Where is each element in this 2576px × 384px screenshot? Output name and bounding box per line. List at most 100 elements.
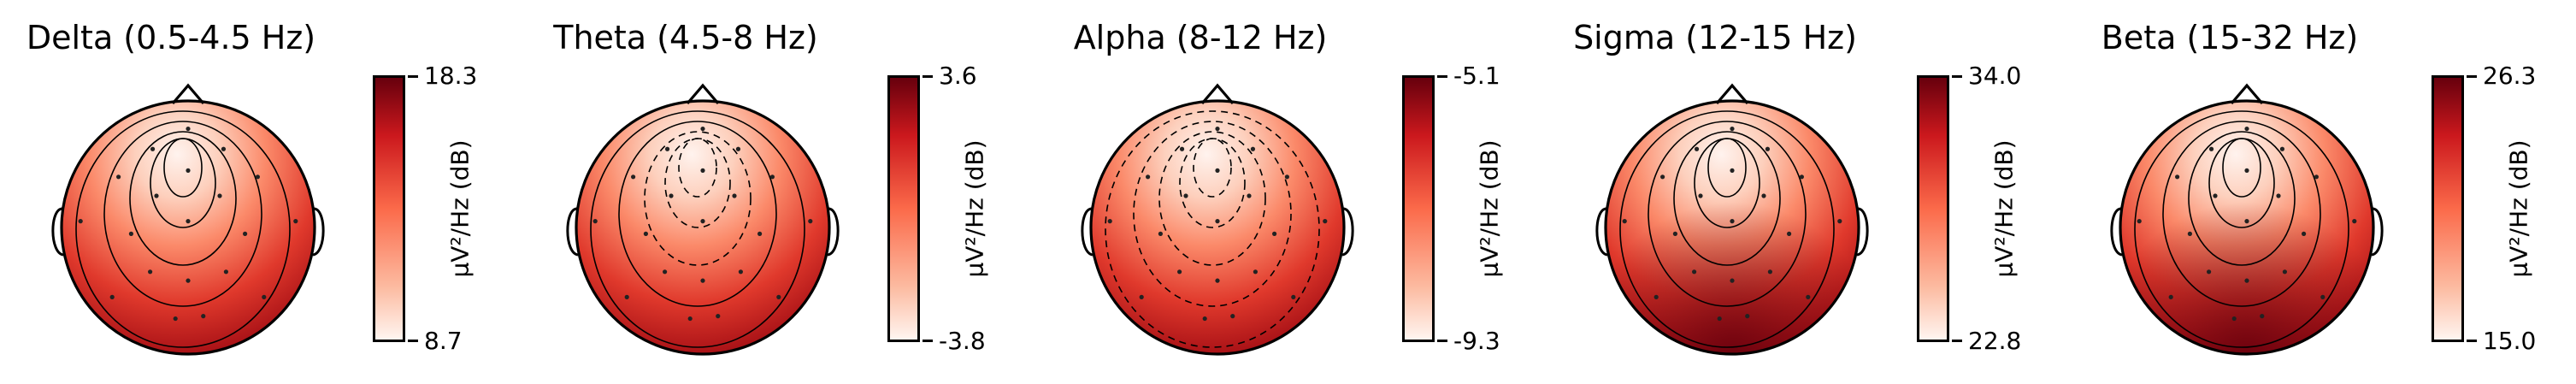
- sensor-dot: [2168, 294, 2173, 299]
- colorbar-min-label: 22.8: [1968, 327, 2022, 355]
- sensor-dot: [1660, 174, 1665, 180]
- sensor-dot: [1837, 219, 1842, 224]
- contour-line: [1133, 121, 1292, 307]
- topomap-alpha: [1081, 83, 1354, 356]
- contour-line: [2134, 110, 2349, 348]
- sensor-dot: [116, 174, 121, 180]
- panel-alpha: Alpha (8-12 Hz) -5.1 -9.3 µV²/Hz (dB): [1029, 0, 1544, 384]
- colorbar-max-label: 18.3: [424, 62, 478, 90]
- contour-line: [103, 121, 262, 307]
- panel-title: Theta (4.5-8 Hz): [553, 19, 818, 56]
- colorbar: [373, 75, 405, 342]
- sensor-dot: [592, 219, 598, 224]
- panel-title: Delta (0.5-4.5 Hz): [26, 19, 316, 56]
- colorbar-min-label: 15.0: [2483, 327, 2537, 355]
- topomap-delta: [51, 83, 325, 356]
- sensor-dot: [1179, 146, 1185, 151]
- colorbar-tick: [408, 75, 418, 78]
- sensor-dot: [217, 193, 222, 198]
- sensor-dot: [2175, 174, 2180, 180]
- sensor-dot: [1215, 278, 1220, 283]
- colorbar-tick: [1952, 340, 1962, 342]
- sensor-dot: [735, 146, 741, 151]
- sensor-dot: [2231, 316, 2237, 322]
- colorbar: [2432, 75, 2464, 342]
- sensor-dot: [1146, 174, 1151, 180]
- right-ear: [1856, 207, 1869, 257]
- sensor-dot: [1291, 294, 1296, 299]
- panel-beta: Beta (15-32 Hz) 26.3 15.0 µV²/Hz (dB): [2059, 0, 2573, 384]
- sensor-dot: [2213, 193, 2218, 198]
- right-ear: [827, 207, 840, 257]
- sensor-dot: [2208, 146, 2214, 151]
- sensor-dot: [1761, 193, 1766, 198]
- sensor-dot: [1730, 278, 1735, 283]
- sensor-dot: [186, 168, 191, 173]
- sensor-dot: [262, 294, 267, 299]
- colorbar-max-label: -5.1: [1453, 62, 1500, 90]
- colorbar-max-label: 26.3: [2483, 62, 2537, 90]
- sensor-dot: [664, 146, 670, 151]
- sensor-dot: [173, 316, 178, 322]
- contour-line: [618, 121, 777, 307]
- sensor-dot: [1247, 193, 1252, 198]
- sensor-dot: [1215, 219, 1220, 224]
- sensor-dot: [643, 231, 648, 236]
- panel-title: Alpha (8-12 Hz): [1073, 19, 1328, 56]
- topomap-field: [1091, 101, 1344, 354]
- sensor-dot: [2244, 168, 2249, 173]
- contour-line: [1648, 121, 1807, 307]
- sensor-dot: [201, 314, 206, 319]
- topomap-beta: [2110, 83, 2384, 356]
- sensor-dot: [243, 231, 248, 236]
- colorbar-axis-label: µV²/Hz (dB): [1475, 139, 1504, 278]
- sensor-dot: [128, 231, 133, 236]
- head-outline: [1604, 99, 1860, 356]
- colorbar-tick: [923, 75, 933, 78]
- left-ear: [1595, 207, 1608, 257]
- sensor-dot: [1717, 316, 1722, 322]
- sensor-dot: [663, 269, 668, 275]
- sensor-dot: [716, 314, 721, 319]
- contour-line: [1158, 131, 1266, 266]
- sensor-dot: [78, 219, 83, 224]
- sensor-dot: [757, 231, 763, 236]
- sensor-dot: [150, 146, 156, 151]
- panel-title: Beta (15-32 Hz): [2101, 19, 2359, 56]
- sensor-dot: [1653, 294, 1659, 299]
- contour-line: [2188, 131, 2296, 266]
- colorbar-min-label: -3.8: [939, 327, 986, 355]
- sensor-dot: [2302, 231, 2307, 236]
- sensor-dot: [1183, 193, 1188, 198]
- contour-line: [1105, 110, 1320, 348]
- contour-line: [664, 138, 731, 228]
- contour-line: [644, 131, 752, 266]
- contour-line: [129, 131, 237, 266]
- sensor-dot: [2260, 314, 2265, 319]
- contour-line: [1619, 110, 1835, 348]
- contour-line: [150, 138, 216, 228]
- contour-line: [1694, 138, 1760, 228]
- sensor-dot: [2244, 278, 2249, 283]
- colorbar-min-label: -9.3: [1453, 327, 1500, 355]
- head-outline: [575, 99, 831, 356]
- colorbar-max-label: 3.6: [939, 62, 977, 90]
- right-ear: [1341, 207, 1354, 257]
- colorbar-tick: [1952, 75, 1962, 78]
- head-outline: [1089, 99, 1346, 356]
- sensor-dot: [1202, 316, 1207, 322]
- sensor-dot: [186, 126, 191, 132]
- colorbar-min-label: 8.7: [424, 327, 463, 355]
- left-ear: [2110, 207, 2123, 257]
- sensor-dot: [2314, 174, 2319, 180]
- sensor-dot: [2320, 294, 2325, 299]
- sensor-dot: [2276, 193, 2281, 198]
- panel-title: Sigma (12-15 Hz): [1573, 19, 1857, 56]
- right-ear: [2371, 207, 2384, 257]
- sensor-dot: [1107, 219, 1112, 224]
- contour-line: [2208, 138, 2275, 228]
- sensor-dot: [2244, 126, 2249, 132]
- sensor-dot: [186, 219, 191, 224]
- colorbar-tick: [408, 340, 418, 342]
- sensor-dot: [776, 294, 781, 299]
